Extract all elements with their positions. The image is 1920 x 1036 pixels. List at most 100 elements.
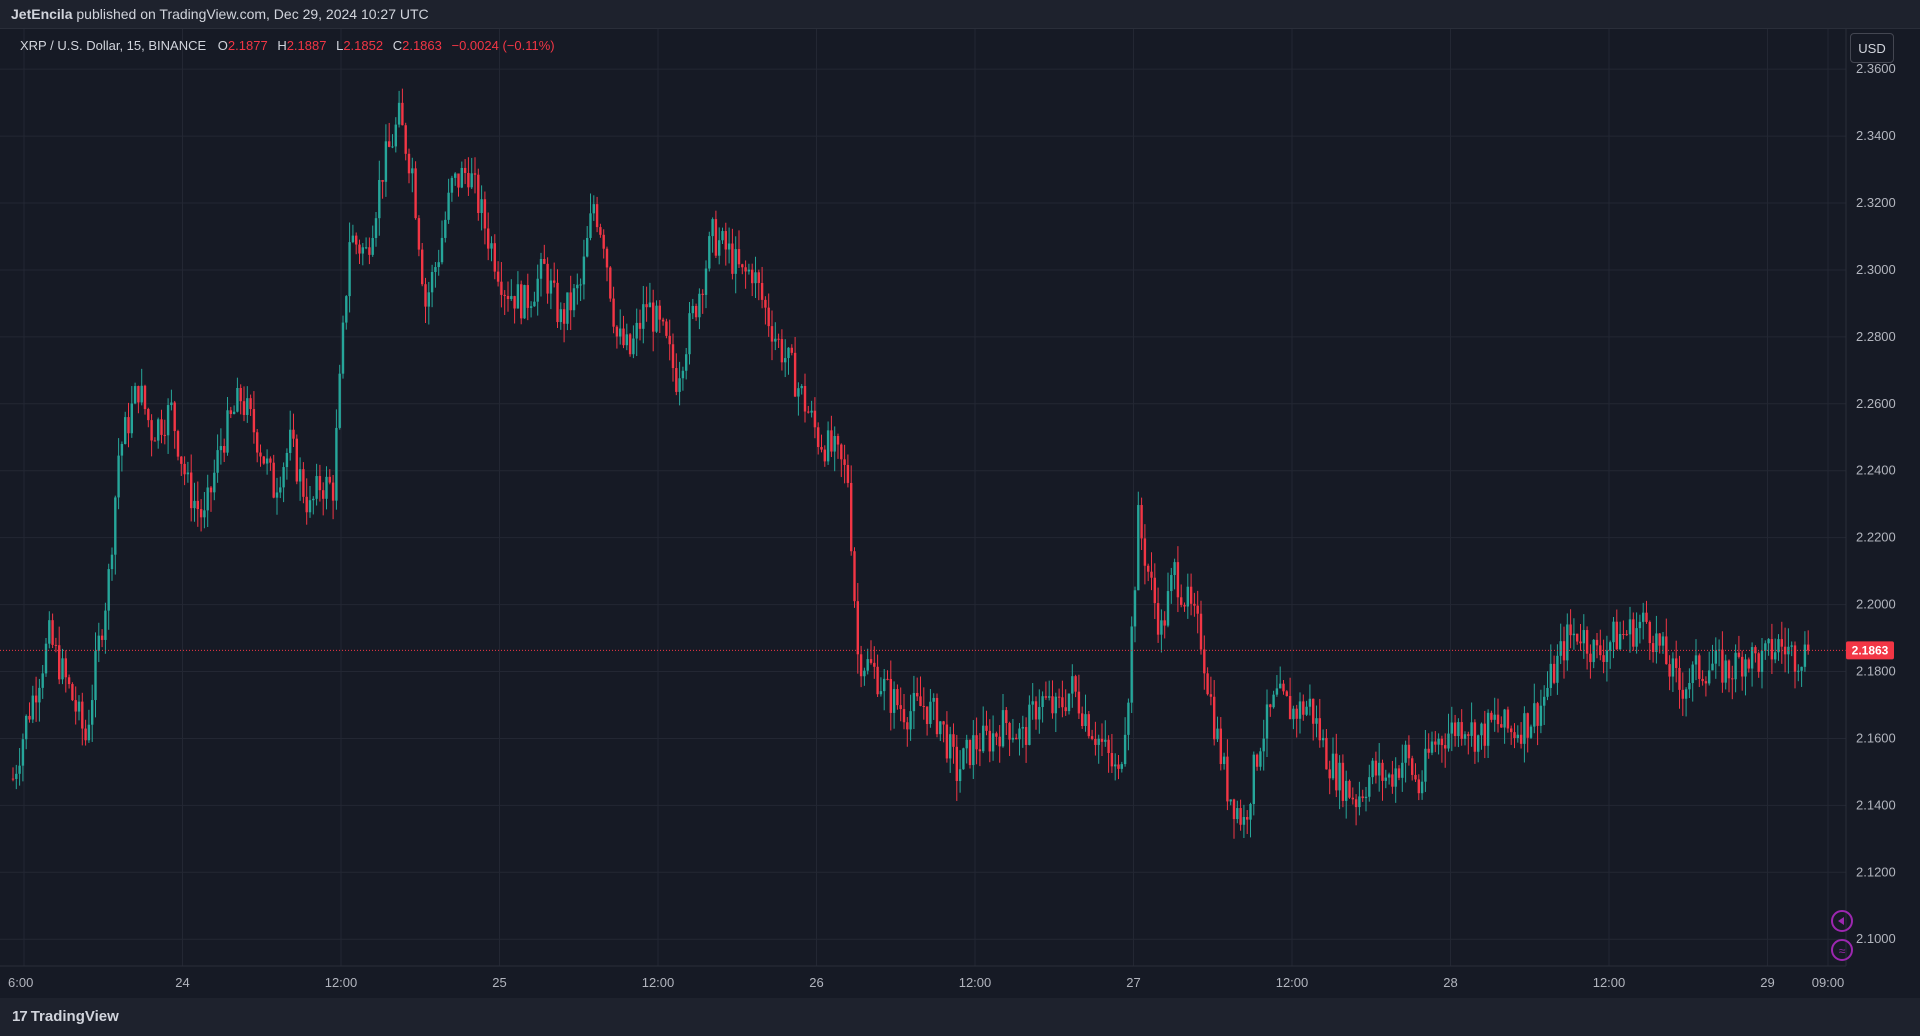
candle-body bbox=[282, 467, 285, 488]
candle bbox=[295, 434, 298, 485]
candle-body bbox=[909, 711, 912, 730]
candle-body bbox=[1734, 652, 1737, 680]
candle bbox=[807, 405, 810, 414]
candle bbox=[1117, 754, 1120, 780]
candle bbox=[1262, 719, 1265, 771]
candle-body bbox=[1724, 660, 1727, 683]
candle bbox=[1057, 688, 1061, 709]
chart-area[interactable] bbox=[0, 29, 1920, 999]
candle-body bbox=[1123, 734, 1127, 765]
candle bbox=[77, 695, 81, 721]
candle-body bbox=[401, 102, 404, 126]
candle bbox=[262, 455, 265, 465]
candle-body bbox=[1351, 797, 1354, 800]
candle-body bbox=[180, 456, 183, 464]
settings-icon[interactable]: ≈ bbox=[1831, 939, 1853, 961]
candle-body bbox=[615, 326, 619, 337]
candle bbox=[579, 278, 582, 302]
candle bbox=[1387, 772, 1391, 785]
candle bbox=[107, 563, 110, 630]
candle-body bbox=[1150, 571, 1153, 578]
alert-icon[interactable] bbox=[1831, 910, 1853, 932]
candle bbox=[939, 721, 942, 741]
candle-body bbox=[886, 678, 889, 680]
candle bbox=[219, 428, 223, 465]
candle-body bbox=[859, 654, 863, 677]
candle bbox=[652, 289, 655, 352]
candle bbox=[1780, 621, 1783, 664]
candle bbox=[958, 750, 962, 793]
candle bbox=[1011, 718, 1015, 743]
candle-body bbox=[322, 490, 325, 499]
candle bbox=[1411, 755, 1414, 781]
x-tick-label: 12:00 bbox=[959, 975, 992, 990]
candle-body bbox=[355, 235, 358, 245]
candle-body bbox=[1658, 633, 1661, 646]
candle bbox=[473, 157, 477, 194]
y-tick-label: 2.3000 bbox=[1856, 262, 1896, 277]
candle bbox=[675, 353, 678, 396]
candle bbox=[265, 449, 269, 475]
candle-body bbox=[1513, 732, 1516, 739]
candle bbox=[912, 675, 916, 729]
candle bbox=[942, 720, 945, 743]
candle bbox=[157, 417, 160, 449]
candle bbox=[506, 281, 510, 312]
candle-body bbox=[1411, 758, 1414, 775]
candle bbox=[1051, 680, 1054, 719]
candle bbox=[480, 185, 483, 231]
candle-body bbox=[572, 288, 576, 311]
candle-body bbox=[691, 305, 694, 314]
candle-body bbox=[1691, 664, 1694, 684]
candle-body bbox=[391, 146, 394, 148]
candle bbox=[595, 196, 599, 233]
candle bbox=[223, 438, 226, 463]
candle bbox=[1744, 654, 1747, 696]
grid-lines bbox=[0, 29, 1846, 966]
candle-body bbox=[183, 463, 186, 475]
candle-body bbox=[259, 452, 262, 457]
symbol-label[interactable]: XRP / U.S. Dollar, 15, BINANCE bbox=[20, 38, 207, 53]
price-label-text: 2.1863 bbox=[1852, 643, 1889, 657]
candle bbox=[760, 266, 764, 309]
candle bbox=[1645, 600, 1648, 624]
candle bbox=[1279, 666, 1282, 689]
candle-body bbox=[635, 322, 638, 339]
currency-button[interactable]: USD bbox=[1850, 33, 1894, 63]
candle-body bbox=[1453, 722, 1457, 737]
candle-body bbox=[1176, 562, 1180, 598]
candle-body bbox=[1500, 724, 1503, 728]
candle bbox=[460, 161, 463, 189]
candle bbox=[1391, 760, 1394, 794]
publish-info: JetEncila published on TradingView.com, … bbox=[11, 6, 429, 22]
y-tick-label: 2.3200 bbox=[1856, 195, 1896, 210]
candle bbox=[203, 491, 206, 529]
candle bbox=[873, 646, 876, 679]
candle-body bbox=[628, 334, 632, 355]
candle bbox=[388, 122, 391, 148]
tradingview-logo-icon[interactable]: 17 TradingView bbox=[12, 1008, 119, 1025]
candle bbox=[259, 444, 262, 467]
candle-body bbox=[1001, 710, 1005, 747]
candle bbox=[1572, 618, 1576, 650]
candle bbox=[153, 437, 157, 442]
candle bbox=[1084, 694, 1087, 732]
candle-body bbox=[1632, 619, 1635, 647]
candle-body bbox=[335, 427, 338, 501]
candle bbox=[906, 717, 909, 747]
author-name[interactable]: JetEncila bbox=[11, 6, 73, 22]
candle-body bbox=[704, 268, 708, 295]
candle bbox=[21, 733, 25, 782]
candle-body bbox=[305, 496, 308, 513]
candle bbox=[1008, 721, 1011, 757]
candle bbox=[447, 178, 450, 224]
candle bbox=[767, 293, 770, 337]
candle-body bbox=[830, 430, 833, 452]
candle-body bbox=[1081, 713, 1084, 727]
candle bbox=[952, 723, 955, 764]
candle-body bbox=[998, 736, 1001, 747]
candle bbox=[817, 422, 820, 455]
candle bbox=[1034, 696, 1038, 730]
candle bbox=[48, 611, 51, 649]
